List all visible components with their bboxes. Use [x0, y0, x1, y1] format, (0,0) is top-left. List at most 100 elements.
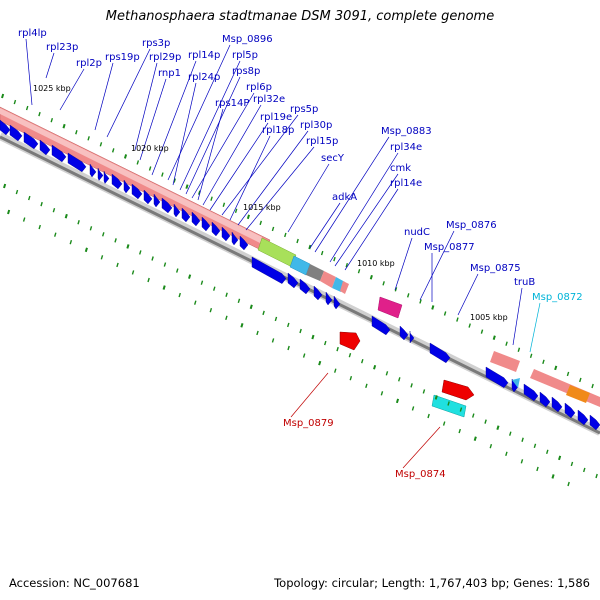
- tick-mark: [240, 323, 244, 328]
- gene-label: rnp1: [158, 68, 181, 79]
- gene-arrow: [221, 226, 231, 242]
- gene-arrow: [89, 163, 97, 178]
- tick-mark: [323, 340, 327, 346]
- tick-mark: [447, 401, 450, 406]
- tick-mark: [271, 338, 275, 343]
- gene-label: rpl14e: [390, 178, 422, 189]
- msp0879-gene: [339, 331, 361, 351]
- tick-mark: [38, 224, 41, 230]
- gene-label: adkA: [332, 192, 357, 203]
- tick-mark: [508, 431, 512, 436]
- tick-mark: [456, 317, 459, 322]
- gene-label: cmk: [390, 163, 411, 174]
- gene-arrow: [181, 207, 191, 223]
- rpl14e-gene: [340, 281, 349, 294]
- leader-line: [167, 44, 231, 181]
- tick-mark: [422, 389, 426, 394]
- tick-mark: [13, 99, 17, 105]
- ribosomal-gene-highlight: [0, 108, 262, 243]
- tick-mark: [99, 142, 103, 147]
- gene-arrow: [564, 402, 576, 419]
- tick-mark: [138, 250, 142, 255]
- tick-mark: [237, 298, 241, 303]
- gene-arrow: [211, 221, 221, 237]
- scale-label: 1015 kbp: [243, 203, 281, 212]
- tick-mark: [89, 226, 93, 231]
- tick-mark: [64, 213, 68, 219]
- tick-mark: [489, 444, 493, 449]
- tick-mark: [345, 262, 349, 268]
- tick-mark: [274, 316, 278, 322]
- tick-mark: [38, 111, 41, 117]
- tick-mark: [566, 371, 570, 377]
- gene-label: Msp_0874: [395, 469, 446, 480]
- leader-line: [209, 122, 269, 211]
- tick-mark: [459, 407, 463, 412]
- leader-line: [151, 60, 197, 176]
- tick-mark: [360, 359, 364, 364]
- leader-line: [106, 48, 151, 138]
- gene-arrow: [97, 167, 104, 181]
- tick-mark: [308, 244, 312, 250]
- gene-label: Msp_0872: [532, 292, 583, 303]
- gene-arrow: [485, 366, 509, 389]
- gene-label: Msp_0879: [283, 418, 334, 429]
- tick-mark: [87, 136, 90, 141]
- tick-mark: [27, 195, 31, 201]
- isolated-genes: [339, 331, 520, 418]
- gene-arrow: [589, 414, 600, 431]
- gene-label: rpl34e: [390, 142, 422, 153]
- tick-mark: [100, 255, 104, 260]
- tick-mark: [15, 189, 19, 195]
- tick-mark: [458, 428, 461, 434]
- gene-label: rpl29p: [149, 52, 181, 63]
- tick-mark: [333, 368, 337, 373]
- tick-mark: [394, 287, 398, 292]
- gene-label: rpl6p: [246, 82, 272, 93]
- tick-mark: [591, 383, 594, 389]
- tick-mark: [496, 425, 500, 430]
- gene-label: Msp_0876: [446, 220, 497, 231]
- tick-mark: [333, 256, 336, 262]
- tick-mark: [50, 117, 54, 123]
- gene-label: rpl5p: [232, 50, 258, 61]
- tick-mark: [311, 334, 315, 340]
- gene-label: rpl23p: [46, 42, 78, 53]
- leader-line: [329, 152, 399, 263]
- scale-label: 1020 kbp: [131, 144, 169, 153]
- tick-mark: [286, 322, 290, 328]
- tick-mark: [411, 406, 415, 411]
- leader-line: [172, 82, 197, 186]
- tick-mark: [336, 346, 339, 352]
- gene-arrow: [577, 409, 589, 426]
- tick-mark: [536, 466, 539, 472]
- gene-arrow: [429, 342, 451, 364]
- tick-mark: [185, 184, 189, 189]
- tick-mark: [222, 202, 226, 207]
- tick-mark: [234, 208, 238, 213]
- tick-mark: [25, 105, 29, 111]
- leader-line: [314, 136, 390, 253]
- gene-label: rpl24p: [188, 72, 220, 83]
- tick-mark: [533, 443, 537, 448]
- tick-mark: [570, 461, 574, 467]
- tick-mark: [505, 451, 508, 456]
- tick-mark: [77, 220, 80, 225]
- leader-line: [237, 130, 309, 226]
- trub-gene: [490, 351, 520, 372]
- tick-mark: [545, 449, 549, 455]
- tick-mark: [123, 154, 128, 159]
- accession-text: Accession: NC_007681: [9, 576, 140, 590]
- tick-mark: [554, 365, 558, 371]
- tick-mark: [69, 240, 73, 245]
- gene-arrow: [39, 139, 51, 156]
- tick-mark: [200, 280, 204, 285]
- gene-arrow: [313, 285, 323, 301]
- tick-mark: [542, 359, 545, 365]
- gene-arrow: [409, 331, 415, 344]
- tick-mark: [551, 474, 555, 479]
- tick-mark: [434, 395, 438, 400]
- gene-arrow: [539, 391, 551, 408]
- scale-labels: 1025 kbp 1020 kbp 1015 kbp 1010 kbp 1005 kbp: [33, 84, 508, 322]
